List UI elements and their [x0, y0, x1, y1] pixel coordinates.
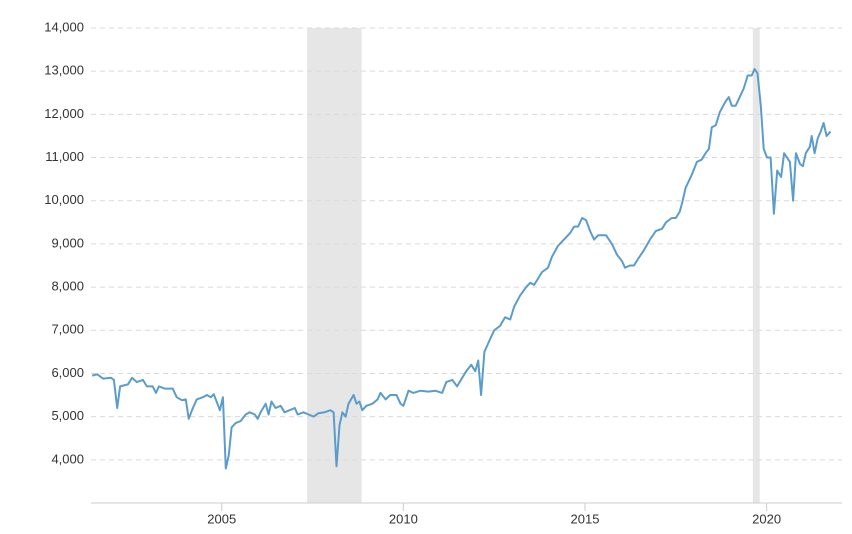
- y-tick-label: 4,000: [51, 451, 84, 466]
- y-tick-label: 6,000: [51, 365, 84, 380]
- y-tick-label: 7,000: [51, 322, 84, 337]
- shaded-range: [752, 28, 760, 503]
- x-tick-label: 2010: [389, 511, 418, 526]
- y-tick-label: 11,000: [45, 149, 84, 164]
- y-tick-label: 8,000: [51, 279, 84, 294]
- x-tick-label: 2020: [752, 511, 781, 526]
- y-tick-label: 12,000: [44, 106, 84, 121]
- y-tick-label: 5,000: [51, 408, 84, 423]
- data-line: [91, 68, 832, 470]
- x-tick-label: 2015: [571, 511, 600, 526]
- y-tick-label: 9,000: [51, 235, 84, 250]
- y-tick-label: 14,000: [44, 19, 84, 34]
- x-tick-label: 2005: [207, 511, 236, 526]
- y-tick-label: 10,000: [44, 192, 84, 207]
- y-tick-label: 13,000: [44, 63, 84, 78]
